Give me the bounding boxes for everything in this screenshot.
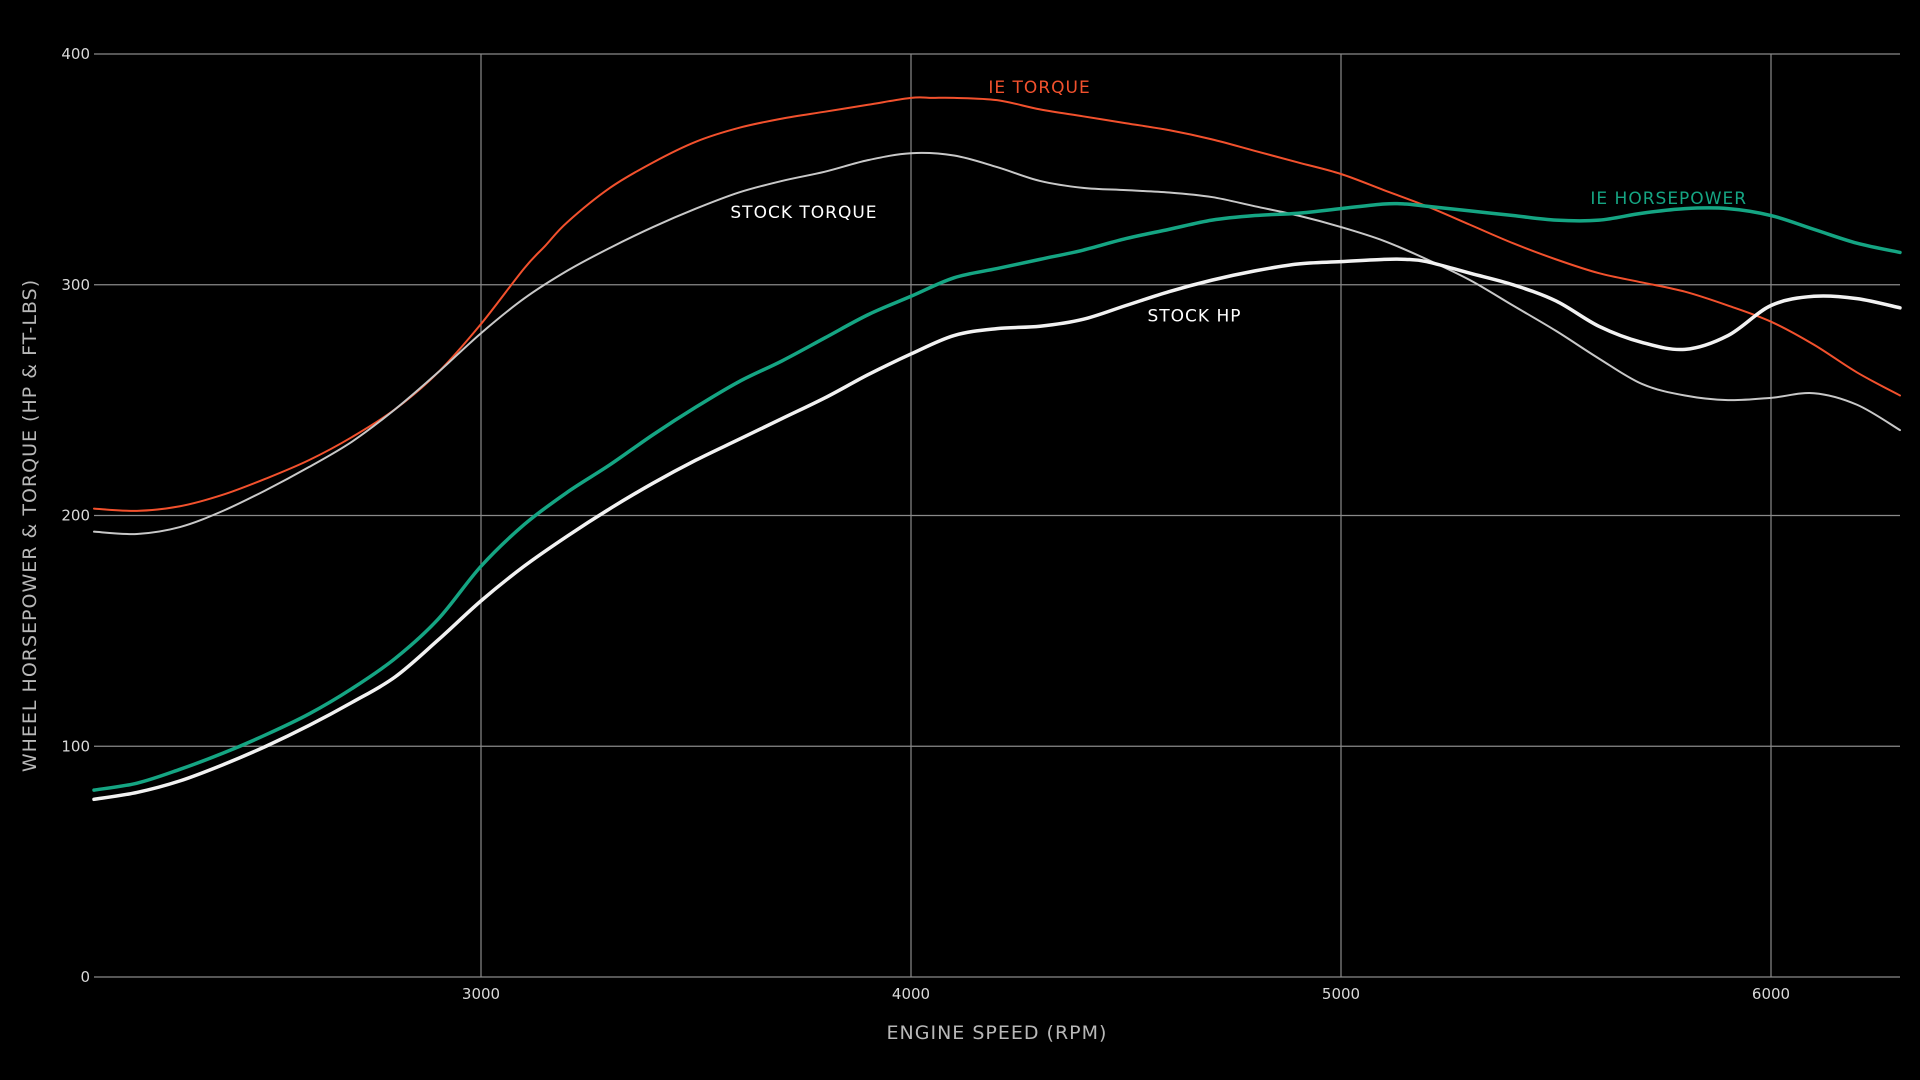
series-line-ie-horsepower <box>92 201 1902 792</box>
grid <box>94 53 1900 978</box>
tick-labels: 0 100 200 300 400 3000 4000 5000 6000 <box>61 45 1790 1003</box>
x-tick-label: 6000 <box>1752 985 1790 1003</box>
y-tick-label: 200 <box>61 507 90 525</box>
y-tick-label: 400 <box>61 45 90 63</box>
series-lines <box>92 96 1902 802</box>
series-labels: IE TORQUE STOCK TORQUE IE HORSEPOWER STOCK … <box>730 78 1747 327</box>
y-axis-title: WHEEL HORSEPOWER & TORQUE (HP & FT-LBS) <box>19 279 41 772</box>
y-tick-label: 100 <box>61 737 90 755</box>
series-label-ie-torque: IE TORQUE <box>988 78 1090 98</box>
series-line-stock-hp <box>92 257 1902 802</box>
series-label-stock-hp: STOCK HP <box>1148 307 1242 327</box>
y-tick-label: 0 <box>80 968 90 986</box>
x-tick-label: 3000 <box>462 985 500 1003</box>
x-axis-title: ENGINE SPEED (RPM) <box>887 1022 1108 1044</box>
y-tick-label: 300 <box>61 276 90 294</box>
series-line-stock-torque <box>93 151 1901 536</box>
series-label-ie-horsepower: IE HORSEPOWER <box>1590 189 1747 209</box>
series-label-stock-torque: STOCK TORQUE <box>730 203 877 223</box>
x-tick-label: 4000 <box>892 985 930 1003</box>
x-tick-label: 5000 <box>1322 985 1360 1003</box>
